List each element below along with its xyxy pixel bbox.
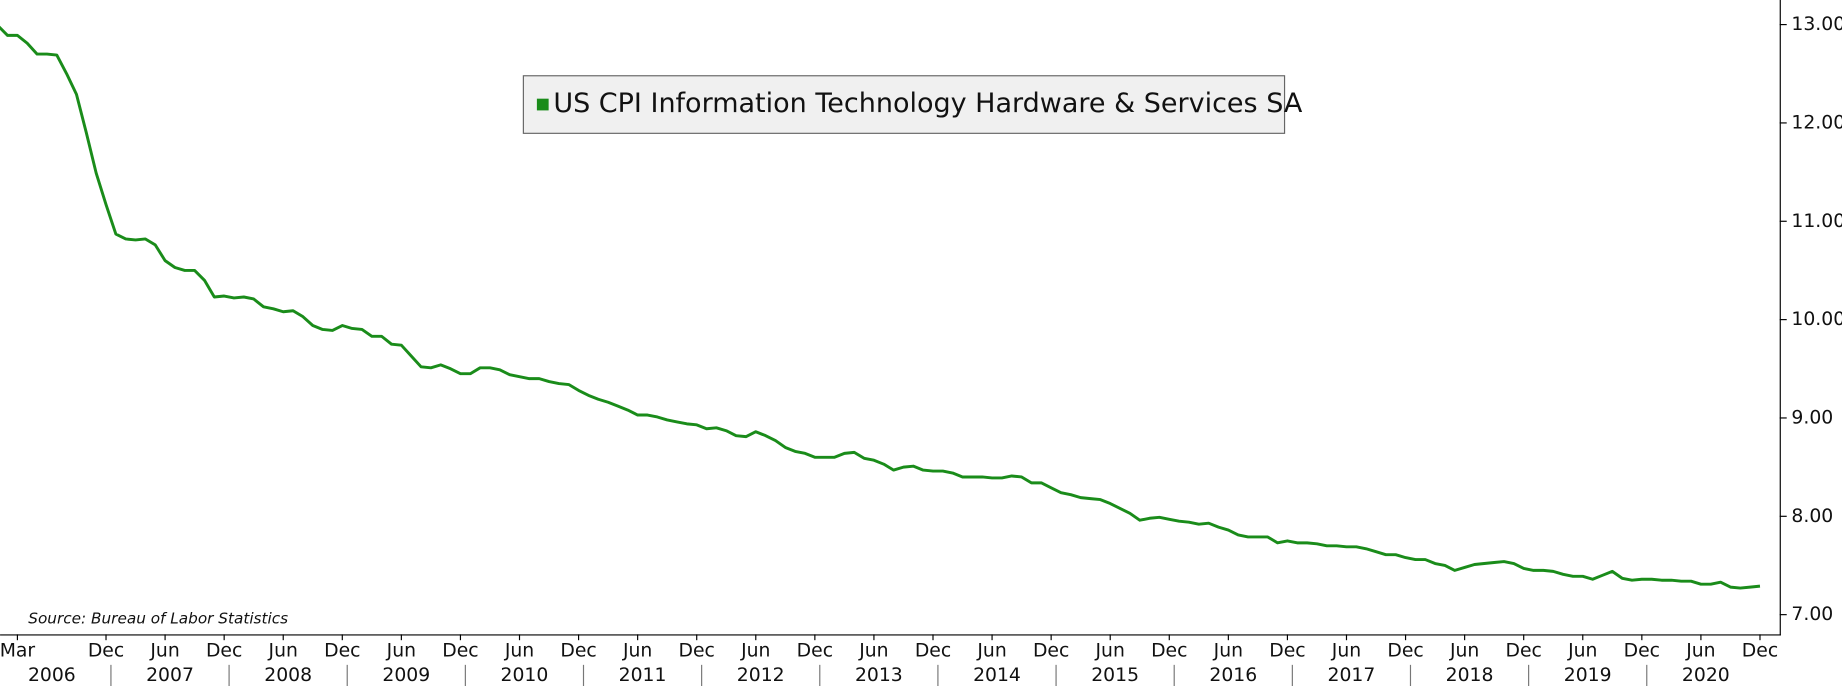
x-year-label: 2009 (382, 665, 430, 686)
x-tick-label: Dec (1742, 640, 1778, 661)
x-tick-label: Dec (560, 640, 596, 661)
x-tick-label: Dec (1269, 640, 1305, 661)
x-year-label: 2014 (973, 665, 1021, 686)
y-tick-label: 7.00 (1791, 604, 1833, 625)
x-year-label: 2011 (619, 665, 667, 686)
x-tick-label: Dec (915, 640, 951, 661)
x-year-label: 2010 (501, 665, 549, 686)
x-tick-label: Jun (1685, 640, 1715, 661)
x-year-label: 2012 (737, 665, 785, 686)
x-tick-label: Dec (206, 640, 242, 661)
x-tick-label: Dec (1151, 640, 1187, 661)
x-year-label: 2019 (1564, 665, 1612, 686)
x-year-label: 2006 (28, 665, 76, 686)
x-tick-label: Dec (679, 640, 715, 661)
y-tick-label: 11.00 (1791, 211, 1842, 232)
x-tick-label: Jun (1095, 640, 1125, 661)
x-tick-label: Dec (324, 640, 360, 661)
x-year-label: 2017 (1328, 665, 1376, 686)
legend-swatch (536, 98, 549, 111)
x-tick-label: Jun (1567, 640, 1597, 661)
y-tick-label: 12.00 (1791, 112, 1842, 133)
y-tick-label: 9.00 (1791, 407, 1833, 428)
x-tick-label: Jun (976, 640, 1006, 661)
y-tick-label: 10.00 (1791, 309, 1842, 330)
legend-box (522, 75, 1286, 134)
series-line (0, 25, 1761, 590)
x-year-label: 2016 (1209, 665, 1257, 686)
x-tick-label: Dec (442, 640, 478, 661)
x-tick-label: Jun (268, 640, 298, 661)
x-year-label: 2008 (264, 665, 312, 686)
y-tick-label: 13.00 (1791, 14, 1842, 35)
x-tick-label: Jun (1331, 640, 1361, 661)
x-year-label: 2015 (1091, 665, 1139, 686)
x-tick-label: Dec (1624, 640, 1660, 661)
x-tick-label: Dec (1387, 640, 1423, 661)
legend-label: US CPI Information Technology Hardware &… (553, 88, 1303, 119)
x-tick-label: Jun (504, 640, 534, 661)
x-tick-label: Dec (1506, 640, 1542, 661)
x-year-label: 2007 (146, 665, 194, 686)
x-tick-label: Jun (1449, 640, 1479, 661)
x-tick-label: Jun (858, 640, 888, 661)
x-tick-label: Dec (797, 640, 833, 661)
x-tick-label: Dec (88, 640, 124, 661)
y-tick-label: 8.00 (1791, 506, 1833, 527)
x-year-label: 2013 (855, 665, 903, 686)
x-tick-label: Jun (386, 640, 416, 661)
source-note: Source: Bureau of Labor Statistics (28, 610, 288, 628)
x-tick-label: Mar (0, 640, 35, 661)
x-tick-label: Jun (149, 640, 179, 661)
x-year-label: 2018 (1446, 665, 1494, 686)
x-tick-label: Dec (1033, 640, 1069, 661)
x-tick-label: Jun (740, 640, 770, 661)
x-tick-label: Jun (1213, 640, 1243, 661)
x-tick-label: Jun (622, 640, 652, 661)
x-year-label: 2020 (1682, 665, 1730, 686)
